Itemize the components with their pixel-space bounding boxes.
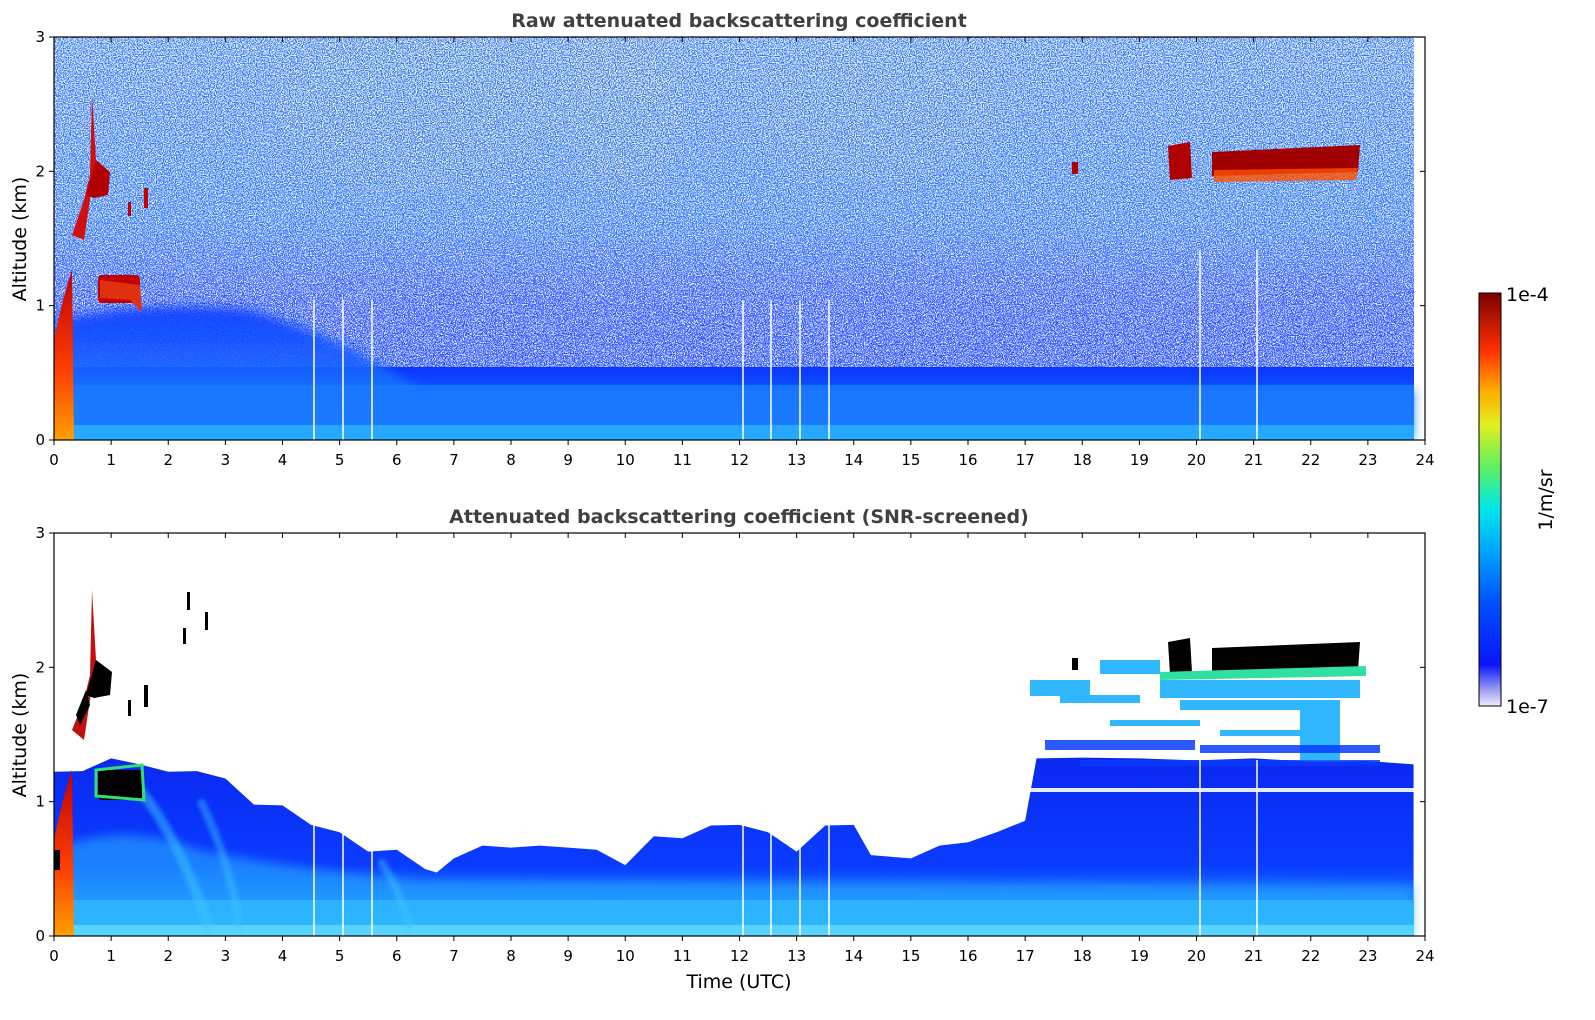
y-tick-label: 3 [35,524,45,542]
x-tick-label: 3 [221,947,231,965]
y-tick-label: 1 [35,793,45,811]
x-tick-label: 13 [787,451,806,469]
x-tick-label: 12 [730,947,749,965]
y-tick-labels: 0 1 2 3 [35,28,1425,449]
x-tick-label: 11 [673,947,692,965]
x-tick-label: 17 [1016,947,1035,965]
screened-backscatter-panel: Attenuated backscattering coefficient (S… [9,506,1435,993]
x-tick-label: 18 [1073,947,1092,965]
y-tick-label: 1 [35,297,45,315]
x-tick-label: 0 [49,451,59,469]
y-tick-label: 2 [35,658,45,676]
y-axis-label: Altitude (km) [9,177,31,302]
colorbar-max-label: 1e-4 [1506,284,1549,306]
colorbar-unit-label: 1/m/sr [1535,469,1557,530]
x-tick-label: 3 [221,451,231,469]
x-tick-label: 10 [616,947,635,965]
x-tick-label: 11 [673,451,692,469]
panel-title: Raw attenuated backscattering coefficien… [511,10,967,32]
x-tick-label: 22 [1301,947,1320,965]
x-tick-label: 23 [1358,451,1377,469]
y-tick-labels: 0 1 2 3 [35,524,1425,945]
x-tick-label: 0 [49,947,59,965]
x-tick-label: 7 [449,947,459,965]
x-tick-label: 20 [1187,947,1206,965]
x-tick-label: 6 [392,947,402,965]
x-tick-label: 9 [563,451,573,469]
x-tick-label: 24 [1415,451,1434,469]
x-tick-label: 14 [844,451,863,469]
x-tick-label: 16 [958,947,977,965]
x-axis-label: Time (UTC) [685,971,791,993]
x-tick-label: 12 [730,451,749,469]
raw-heatmap [54,37,1414,440]
x-tick-label: 1 [106,947,116,965]
x-tick-label: 4 [278,451,288,469]
x-tick-label: 15 [901,947,920,965]
x-tick-label: 23 [1358,947,1377,965]
x-tick-label: 8 [506,451,516,469]
x-tick-label: 20 [1187,451,1206,469]
x-tick-label: 1 [106,451,116,469]
x-tick-label: 2 [163,947,173,965]
x-tick-label: 4 [278,947,288,965]
x-tick-label: 22 [1301,451,1320,469]
x-tick-label: 19 [1130,947,1149,965]
y-tick-label: 0 [35,927,45,945]
x-tick-label: 8 [506,947,516,965]
colorbar-gradient [1478,292,1502,707]
colorbar-min-label: 1e-7 [1506,696,1549,718]
x-tick-label: 10 [616,451,635,469]
x-tick-label: 14 [844,947,863,965]
x-tick-labels: 0 1 2 3 4 5 6 7 8 9 10 11 12 13 14 15 16 17 18 19 20 21 22 23 24 [49,533,1435,965]
y-tick-label: 2 [35,162,45,180]
x-tick-label: 18 [1073,451,1092,469]
y-tick-label: 3 [35,28,45,46]
x-tick-label: 5 [335,451,345,469]
x-tick-label: 9 [563,947,573,965]
x-tick-labels: 0 1 2 3 4 5 6 7 8 9 10 11 12 13 14 15 16 17 18 19 20 21 22 23 24 [49,37,1435,469]
x-tick-label: 24 [1415,947,1434,965]
colorbar: 1e-4 1e-7 1/m/sr [1478,284,1557,718]
x-tick-label: 15 [901,451,920,469]
y-tick-label: 0 [35,431,45,449]
x-tick-label: 19 [1130,451,1149,469]
x-tick-label: 6 [392,451,402,469]
x-tick-label: 2 [163,451,173,469]
panel-title: Attenuated backscattering coefficient (S… [449,506,1029,528]
screened-heatmap [54,590,1415,936]
x-tick-label: 21 [1244,947,1263,965]
x-tick-label: 21 [1244,451,1263,469]
x-tick-label: 13 [787,947,806,965]
x-tick-label: 7 [449,451,459,469]
y-axis-label: Altitude (km) [9,673,31,798]
x-tick-label: 16 [958,451,977,469]
raw-backscatter-panel: Raw attenuated backscattering coefficien… [9,10,1435,469]
x-tick-label: 5 [335,947,345,965]
x-tick-label: 17 [1016,451,1035,469]
